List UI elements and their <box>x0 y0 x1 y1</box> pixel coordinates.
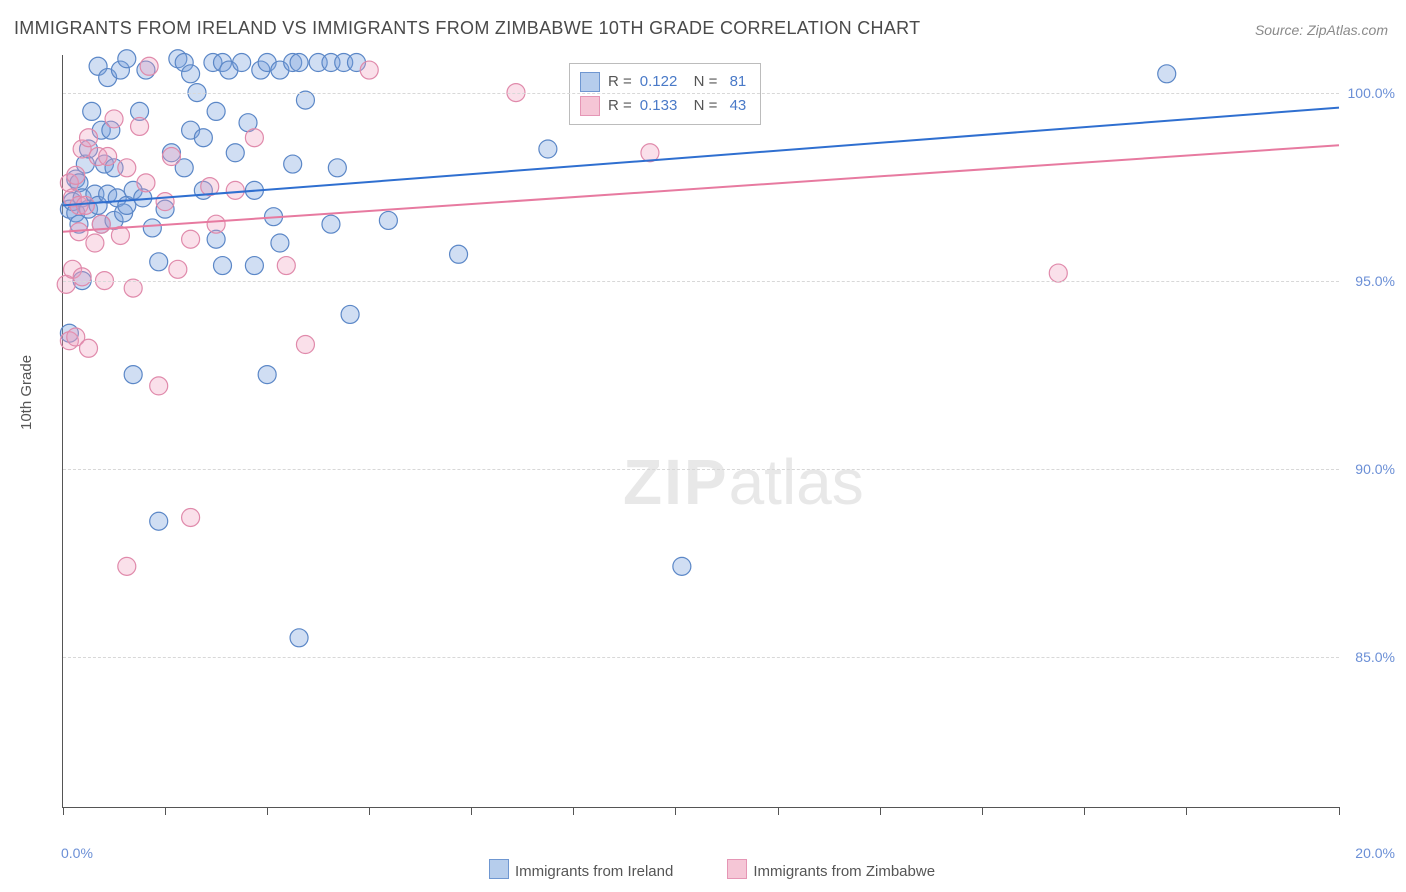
legend-swatch <box>580 96 600 116</box>
data-point <box>271 234 289 252</box>
data-point <box>80 129 98 147</box>
correlation-legend: R = 0.122 N = 81R = 0.133 N = 43 <box>569 63 761 125</box>
r-value: 0.133 <box>640 94 678 118</box>
data-point <box>118 159 136 177</box>
y-tick-label: 85.0% <box>1355 649 1395 665</box>
data-point <box>182 230 200 248</box>
data-point <box>150 253 168 271</box>
data-point <box>76 196 94 214</box>
plot-area: ZIPatlas R = 0.122 N = 81R = 0.133 N = 4… <box>62 55 1339 808</box>
x-tick <box>165 807 166 815</box>
data-point <box>169 260 187 278</box>
data-point <box>131 117 149 135</box>
x-tick <box>573 807 574 815</box>
data-point <box>83 102 101 120</box>
source-credit: Source: ZipAtlas.com <box>1255 22 1388 38</box>
data-point <box>118 50 136 68</box>
data-point <box>137 174 155 192</box>
data-point <box>150 512 168 530</box>
gridline <box>63 281 1339 282</box>
x-tick <box>675 807 676 815</box>
legend-swatch <box>489 859 509 879</box>
legend-swatch <box>727 859 747 879</box>
data-point <box>322 215 340 233</box>
x-tick <box>1084 807 1085 815</box>
data-point <box>67 166 85 184</box>
legend-row: R = 0.122 N = 81 <box>580 70 746 94</box>
scatter-svg <box>63 55 1339 807</box>
data-point <box>124 279 142 297</box>
data-point <box>1049 264 1067 282</box>
x-tick <box>267 807 268 815</box>
data-point <box>360 61 378 79</box>
bottom-legend-item: Immigrants from Zimbabwe <box>709 863 935 880</box>
data-point <box>290 54 308 72</box>
data-point <box>379 211 397 229</box>
x-tick <box>1186 807 1187 815</box>
x-tick <box>778 807 779 815</box>
data-point <box>245 129 263 147</box>
data-point <box>214 257 232 275</box>
x-tick <box>880 807 881 815</box>
data-point <box>284 155 302 173</box>
data-point <box>86 234 104 252</box>
data-point <box>277 257 295 275</box>
data-point <box>450 245 468 263</box>
r-value: 0.122 <box>640 70 678 94</box>
data-point <box>341 305 359 323</box>
chart-title: IMMIGRANTS FROM IRELAND VS IMMIGRANTS FR… <box>14 18 920 39</box>
data-point <box>233 54 251 72</box>
data-point <box>226 181 244 199</box>
x-tick <box>63 807 64 815</box>
x-tick <box>1339 807 1340 815</box>
gridline <box>63 93 1339 94</box>
data-point <box>258 366 276 384</box>
x-tick <box>369 807 370 815</box>
data-point <box>182 65 200 83</box>
data-point <box>143 219 161 237</box>
data-point <box>182 508 200 526</box>
data-point <box>162 148 180 166</box>
y-tick-label: 95.0% <box>1355 273 1395 289</box>
data-point <box>673 557 691 575</box>
x-tick <box>982 807 983 815</box>
n-label: N = <box>685 94 717 118</box>
data-point <box>80 339 98 357</box>
y-axis-label: 10th Grade <box>18 355 35 430</box>
data-point <box>226 144 244 162</box>
bottom-legend-item: Immigrants from Ireland <box>471 863 673 880</box>
gridline <box>63 657 1339 658</box>
data-point <box>124 366 142 384</box>
data-point <box>207 215 225 233</box>
data-point <box>150 377 168 395</box>
data-point <box>296 336 314 354</box>
data-point <box>245 257 263 275</box>
data-point <box>290 629 308 647</box>
data-point <box>73 268 91 286</box>
n-value: 43 <box>725 94 746 118</box>
data-point <box>539 140 557 158</box>
y-tick-label: 90.0% <box>1355 461 1395 477</box>
data-point <box>194 129 212 147</box>
r-label: R = <box>608 70 632 94</box>
data-point <box>207 102 225 120</box>
n-value: 81 <box>725 70 746 94</box>
x-tick <box>471 807 472 815</box>
gridline <box>63 469 1339 470</box>
data-point <box>328 159 346 177</box>
legend-swatch <box>580 72 600 92</box>
data-point <box>140 57 158 75</box>
data-point <box>105 110 123 128</box>
data-point <box>118 557 136 575</box>
n-label: N = <box>685 70 717 94</box>
data-point <box>156 193 174 211</box>
data-point <box>1158 65 1176 83</box>
data-point <box>296 91 314 109</box>
r-label: R = <box>608 94 632 118</box>
data-point <box>99 148 117 166</box>
legend-row: R = 0.133 N = 43 <box>580 94 746 118</box>
y-tick-label: 100.0% <box>1348 85 1395 101</box>
bottom-legend: Immigrants from Ireland Immigrants from Z… <box>0 859 1406 880</box>
